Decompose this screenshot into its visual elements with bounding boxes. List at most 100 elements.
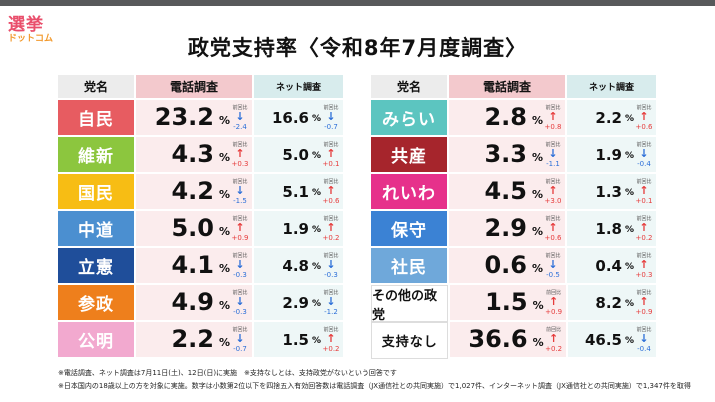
- net-change: 前回比 ↓ -0.4: [634, 327, 654, 353]
- net-change: 前回比 ↓ -1.2: [321, 290, 341, 316]
- net-value: 46.5: [584, 331, 622, 349]
- net-change: 前回比 ↑ +0.3: [634, 253, 654, 279]
- phone-change-value: +0.6: [544, 234, 562, 242]
- net-value: 1.3: [595, 183, 622, 201]
- net-value: 1.9: [282, 220, 309, 238]
- net-prev-label: 前回比: [636, 327, 652, 333]
- phone-percent: %: [218, 225, 230, 238]
- net-prev-label: 前回比: [323, 142, 339, 148]
- phone-change: 前回比 ↓ -0.7: [230, 327, 250, 353]
- net-percent: %: [624, 299, 634, 309]
- header-net: ネット調査: [567, 75, 656, 98]
- net-change-value: +0.2: [322, 345, 340, 353]
- net-prev-label: 前回比: [323, 179, 339, 185]
- phone-change: 前回比 ↓ -0.3: [230, 253, 250, 279]
- net-percent: %: [311, 151, 321, 161]
- table-row: 中道 5.0% 前回比 ↑ +0.9 1.9% 前回比 ↑ +0.2: [58, 211, 343, 246]
- phone-change-value: -0.5: [546, 271, 560, 279]
- phone-cell: 36.6% 前回比 ↑ +0.2: [450, 322, 566, 357]
- phone-value: 1.5: [485, 288, 528, 316]
- party-name: 社民: [371, 248, 447, 283]
- arrow-up-icon: ↑: [235, 221, 245, 234]
- arrow-down-icon: ↓: [326, 110, 336, 123]
- logo-line-1: 選挙: [8, 15, 44, 35]
- phone-change: 前回比 ↑ +0.2: [544, 327, 564, 353]
- table-row: 共産 3.3% 前回比 ↓ -1.1 1.9% 前回比 ↓ -0.4: [371, 137, 656, 172]
- table-row: 社民 0.6% 前回比 ↓ -0.5 0.4% 前回比 ↑ +0.3: [371, 248, 656, 283]
- phone-value: 4.5: [484, 177, 527, 205]
- net-change: 前回比 ↓ -0.4: [634, 142, 654, 168]
- arrow-up-icon: ↑: [326, 221, 336, 234]
- net-change-value: +0.6: [635, 123, 653, 131]
- phone-change-value: +3.0: [544, 197, 562, 205]
- table-row: その他の政党 1.5% 前回比 ↑ +0.9 8.2% 前回比 ↑ +0.9: [371, 285, 656, 323]
- senkyo-dotcom-logo: 選挙 ドットコム: [8, 16, 56, 54]
- net-change: 前回比 ↑ +0.2: [634, 216, 654, 242]
- net-change: 前回比 ↑ +0.1: [321, 142, 341, 168]
- table-row: 自民 23.2% 前回比 ↓ -2.4 16.6% 前回比 ↓ -0.7: [58, 100, 343, 135]
- phone-percent: %: [218, 262, 230, 275]
- net-cell: 46.5% 前回比 ↓ -0.4: [567, 322, 656, 357]
- net-prev-label: 前回比: [323, 216, 339, 222]
- phone-prev-label: 前回比: [232, 253, 248, 259]
- phone-cell: 5.0% 前回比 ↑ +0.9: [136, 211, 252, 246]
- phone-prev-label: 前回比: [545, 142, 561, 148]
- phone-change-value: +0.3: [231, 160, 249, 168]
- phone-change: 前回比 ↓ -0.5: [543, 253, 563, 279]
- net-cell: 1.5% 前回比 ↑ +0.2: [254, 322, 343, 357]
- net-change: 前回比 ↑ +0.6: [634, 105, 654, 131]
- net-percent: %: [311, 262, 321, 272]
- phone-value: 2.9: [484, 214, 527, 242]
- table-row: 支持なし 36.6% 前回比 ↑ +0.2 46.5% 前回比 ↓ -0.4: [371, 322, 656, 359]
- phone-change-value: -0.3: [233, 271, 247, 279]
- phone-prev-label: 前回比: [232, 290, 248, 296]
- phone-value: 4.3: [171, 140, 214, 168]
- arrow-down-icon: ↓: [326, 295, 336, 308]
- net-percent: %: [624, 225, 634, 235]
- arrow-down-icon: ↓: [326, 258, 336, 271]
- phone-value: 2.8: [484, 103, 527, 131]
- phone-cell: 4.5% 前回比 ↑ +3.0: [449, 174, 565, 209]
- net-cell: 1.9% 前回比 ↑ +0.2: [254, 211, 343, 246]
- phone-cell: 4.1% 前回比 ↓ -0.3: [136, 248, 252, 283]
- right-table: 党名 電話調査 ネット調査 みらい 2.8% 前回比 ↑ +0.8 2.2% 前回比 ↑ +0.…: [371, 75, 656, 359]
- phone-change: 前回比 ↓ -2.4: [230, 105, 250, 131]
- phone-change: 前回比 ↑ +0.6: [543, 216, 563, 242]
- net-value: 5.1: [282, 183, 309, 201]
- table-row: 保守 2.9% 前回比 ↑ +0.6 1.8% 前回比 ↑ +0.2: [371, 211, 656, 246]
- net-value: 2.2: [595, 109, 622, 127]
- phone-prev-label: 前回比: [232, 142, 248, 148]
- party-name: 中道: [58, 211, 134, 246]
- header-party: 党名: [58, 75, 134, 98]
- phone-change-value: +0.2: [545, 345, 563, 353]
- net-value: 1.9: [595, 146, 622, 164]
- phone-cell: 4.9% 前回比 ↓ -0.3: [136, 285, 252, 320]
- net-value: 1.8: [595, 220, 622, 238]
- phone-percent: %: [218, 114, 230, 127]
- phone-percent: %: [532, 299, 544, 312]
- arrow-down-icon: ↓: [639, 147, 649, 160]
- net-percent: %: [624, 336, 634, 346]
- net-cell: 1.8% 前回比 ↑ +0.2: [567, 211, 656, 246]
- phone-value: 4.9: [171, 288, 214, 316]
- phone-percent: %: [531, 188, 543, 201]
- net-percent: %: [311, 188, 321, 198]
- party-name: その他の政党: [371, 285, 449, 323]
- arrow-up-icon: ↑: [548, 221, 558, 234]
- arrow-up-icon: ↑: [326, 332, 336, 345]
- phone-percent: %: [531, 262, 543, 275]
- left-table: 党名 電話調査 ネット調査 自民 23.2% 前回比 ↓ -2.4 16.6% 前回比 ↓ -0…: [58, 75, 343, 359]
- net-change: 前回比 ↑ +0.2: [321, 327, 341, 353]
- phone-change: 前回比 ↓ -1.1: [543, 142, 563, 168]
- net-change-value: +0.1: [322, 160, 340, 168]
- net-cell: 1.9% 前回比 ↓ -0.4: [567, 137, 656, 172]
- phone-cell: 4.3% 前回比 ↑ +0.3: [136, 137, 252, 172]
- phone-change: 前回比 ↑ +0.8: [543, 105, 563, 131]
- phone-value: 5.0: [171, 214, 214, 242]
- net-value: 8.2: [595, 294, 622, 312]
- net-change-value: +0.2: [635, 234, 653, 242]
- phone-percent: %: [531, 151, 543, 164]
- party-name: 自民: [58, 100, 134, 135]
- net-change-value: -0.4: [637, 345, 651, 353]
- net-cell: 2.9% 前回比 ↓ -1.2: [254, 285, 343, 320]
